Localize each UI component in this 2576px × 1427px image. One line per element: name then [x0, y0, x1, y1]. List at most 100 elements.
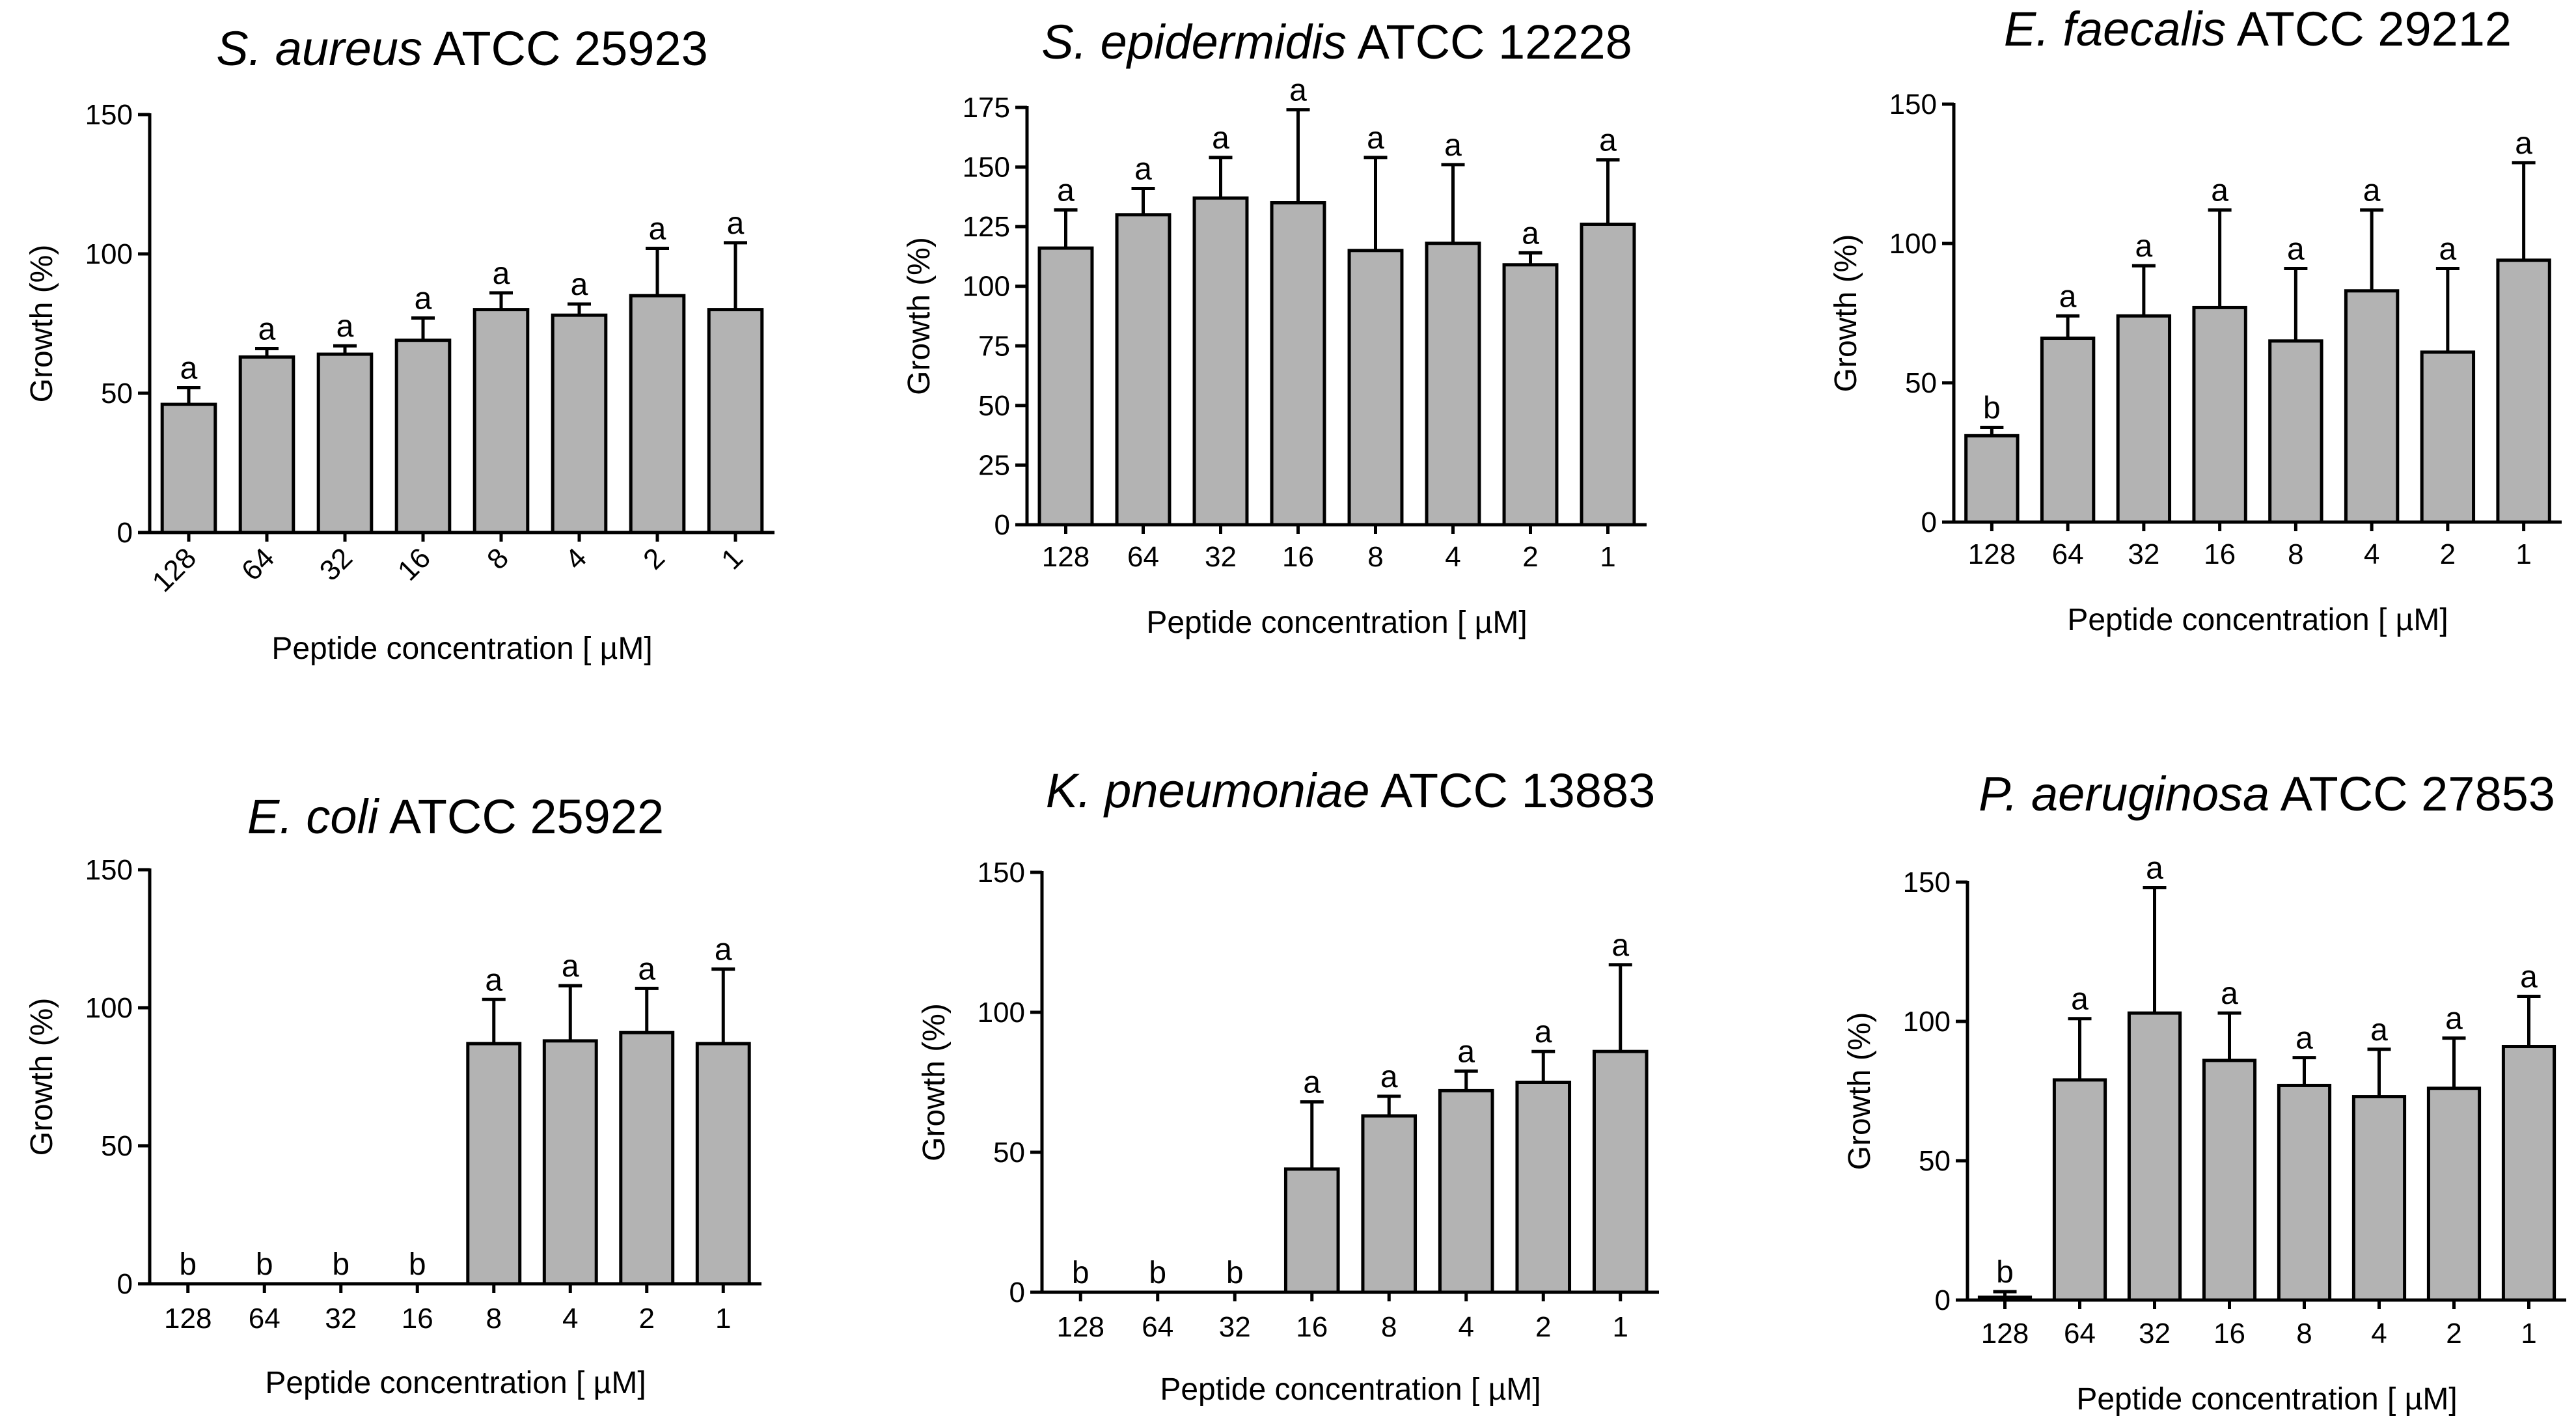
chart-panel-2: S. epidermidis ATCC 12228 0 25 50 75 100 125 15… — [902, 15, 1647, 640]
significance-letter: a — [1057, 174, 1075, 208]
x-tick-label: 4 — [2371, 1318, 2387, 1350]
x-tick-label: 64 — [236, 542, 281, 587]
bar — [1037, 246, 1094, 527]
significance-letter: a — [1457, 1034, 1475, 1069]
significance-letter: a — [649, 212, 666, 246]
bar — [238, 355, 295, 534]
y-tick-label: 0 — [117, 517, 133, 549]
y-tick-label: 150 — [963, 152, 1010, 184]
bar — [542, 1039, 598, 1286]
x-tick-label: 128 — [1981, 1318, 2029, 1350]
x-tick-label: 4 — [559, 542, 593, 575]
significance-letter: b — [1226, 1256, 1244, 1290]
bar — [1192, 196, 1249, 527]
y-tick-label: 150 — [85, 854, 133, 886]
x-tick-label: 8 — [2288, 538, 2303, 570]
y-tick-label: 125 — [963, 211, 1010, 243]
title-strain: ATCC 12228 — [1347, 15, 1632, 69]
chart-title: S. epidermidis ATCC 12228 — [1041, 15, 1632, 69]
x-tick-label: 1 — [715, 542, 749, 575]
chart-title: E. coli ATCC 25922 — [247, 790, 664, 844]
y-tick-label: 0 — [117, 1268, 133, 1300]
y-tick-label: 0 — [1935, 1284, 1951, 1316]
significance-letter: a — [2071, 982, 2089, 1017]
x-tick-label: 32 — [2139, 1318, 2171, 1350]
x-tick-label: 128 — [1968, 538, 2016, 570]
bar — [2268, 339, 2323, 524]
bar — [1347, 249, 1404, 527]
y-axis-label: Growth (%) — [25, 998, 59, 1156]
y-tick-label: 50 — [101, 1130, 133, 1162]
bar — [466, 1042, 522, 1286]
significance-letter: b — [1072, 1256, 1089, 1290]
x-tick-label: 128 — [1057, 1311, 1104, 1343]
bar — [1502, 263, 1559, 527]
y-tick-label: 150 — [978, 857, 1025, 889]
bar — [551, 313, 608, 534]
significance-letter: a — [1599, 124, 1617, 158]
significance-letter: a — [1611, 928, 1629, 963]
significance-letter: a — [493, 256, 510, 291]
y-tick-label: 0 — [1921, 506, 1937, 538]
bar — [473, 308, 530, 534]
significance-letter: b — [256, 1247, 273, 1282]
y-tick-label: 100 — [85, 992, 133, 1024]
x-tick-label: 128 — [164, 1303, 212, 1335]
x-tick-label: 32 — [314, 542, 359, 587]
y-tick-label: 100 — [1889, 228, 1937, 260]
bar — [2426, 1087, 2482, 1302]
x-tick-label: 8 — [2296, 1318, 2312, 1350]
significance-letter: a — [2211, 174, 2228, 208]
x-axis-label: Peptide concentration [ µM] — [2076, 1382, 2457, 1417]
significance-letter: a — [1289, 74, 1307, 108]
significance-letter: a — [2445, 1002, 2463, 1036]
bar — [2202, 1059, 2257, 1302]
y-tick-label: 150 — [1889, 89, 1937, 120]
significance-letter: a — [727, 206, 745, 241]
x-tick-label: 32 — [325, 1303, 357, 1335]
x-tick-label: 4 — [2364, 538, 2379, 570]
bar — [619, 1031, 675, 1286]
x-axis-label: Peptide concentration [ µM] — [1146, 605, 1527, 640]
title-strain: ATCC 25922 — [378, 790, 664, 844]
title-species: P. aeruginosa — [1979, 767, 2269, 821]
x-tick-label: 4 — [562, 1303, 578, 1335]
significance-letter: a — [715, 933, 732, 967]
y-tick-label: 150 — [85, 99, 133, 131]
bar — [1977, 1295, 2033, 1302]
x-tick-label: 1 — [715, 1303, 731, 1335]
x-tick-label: 32 — [1219, 1311, 1251, 1343]
x-tick-label: 64 — [2052, 538, 2084, 570]
bar — [707, 308, 764, 534]
bar — [1964, 434, 2020, 524]
significance-letter: a — [1303, 1066, 1321, 1100]
significance-letter: a — [1535, 1015, 1552, 1049]
x-tick-label: 16 — [1282, 541, 1314, 573]
y-tick-label: 50 — [993, 1137, 1025, 1169]
title-strain: ATCC 29212 — [2226, 2, 2512, 56]
y-tick-label: 100 — [978, 997, 1025, 1029]
significance-letter: a — [638, 952, 655, 986]
significance-letter: a — [2439, 232, 2457, 267]
y-tick-label: 150 — [1903, 866, 1951, 898]
bar — [695, 1042, 751, 1286]
y-axis-label: Growth (%) — [1843, 1012, 1877, 1171]
y-axis-label: Growth (%) — [902, 237, 937, 395]
significance-letter: a — [2059, 279, 2077, 314]
x-tick-label: 32 — [2128, 538, 2159, 570]
significance-letter: b — [1983, 391, 2001, 425]
bar — [1115, 213, 1172, 527]
significance-letter: a — [2146, 852, 2163, 886]
chart-panel-5: K. pneumoniae ATCC 13883 0 50 100 150 Growth … — [917, 764, 1659, 1407]
significance-letter: b — [332, 1247, 349, 1282]
x-tick-label: 32 — [1205, 541, 1237, 573]
bar — [2192, 305, 2247, 524]
y-tick-label: 100 — [1903, 1006, 1951, 1038]
x-tick-label: 4 — [1459, 1311, 1474, 1343]
significance-letter: a — [1367, 121, 1384, 156]
x-tick-label: 16 — [2204, 538, 2236, 570]
y-tick-label: 50 — [1905, 367, 1937, 399]
significance-letter: a — [2370, 1013, 2388, 1047]
bar — [1283, 1167, 1340, 1294]
